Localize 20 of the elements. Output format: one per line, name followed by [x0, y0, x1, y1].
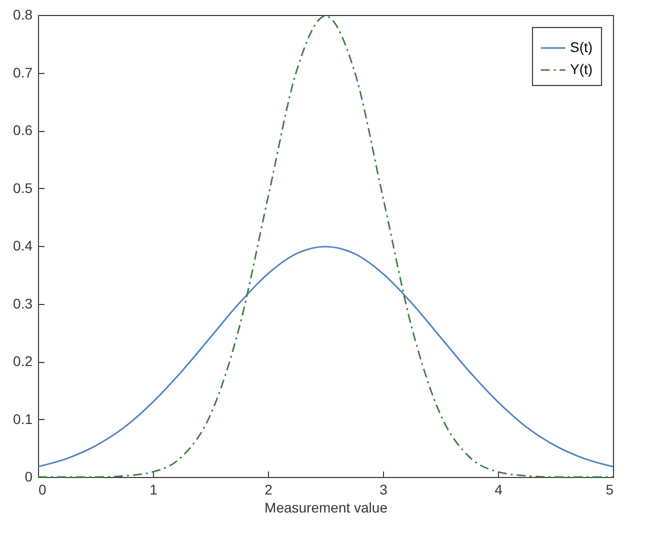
line-series: [37, 15, 614, 478]
x-tick-label: 2: [264, 482, 273, 498]
y-tick-label: 0.6: [13, 122, 33, 138]
x-tick-label: 4: [494, 482, 503, 498]
x-tick-label: 3: [380, 482, 388, 498]
line-series: [37, 246, 614, 468]
legend-label: Y(t): [570, 61, 593, 77]
y-tick-label: 0.2: [13, 353, 33, 369]
y-tick-label: 0: [24, 468, 33, 484]
y-tick-label: 0.1: [13, 410, 33, 427]
x-tick-label: 5: [606, 482, 614, 498]
x-tick-label: 1: [150, 482, 158, 498]
legend-label: S(t): [570, 39, 593, 55]
y-tick-label: 0.3: [13, 295, 33, 312]
y-tick-label: 0.5: [13, 180, 33, 196]
y-tick-label: 0.4: [13, 238, 33, 254]
y-tick-label: 0.8: [13, 6, 33, 22]
x-tick-label: 0: [38, 482, 46, 498]
y-tick-label: 0.7: [13, 64, 33, 80]
x-axis-title: Measurement value: [264, 500, 388, 516]
